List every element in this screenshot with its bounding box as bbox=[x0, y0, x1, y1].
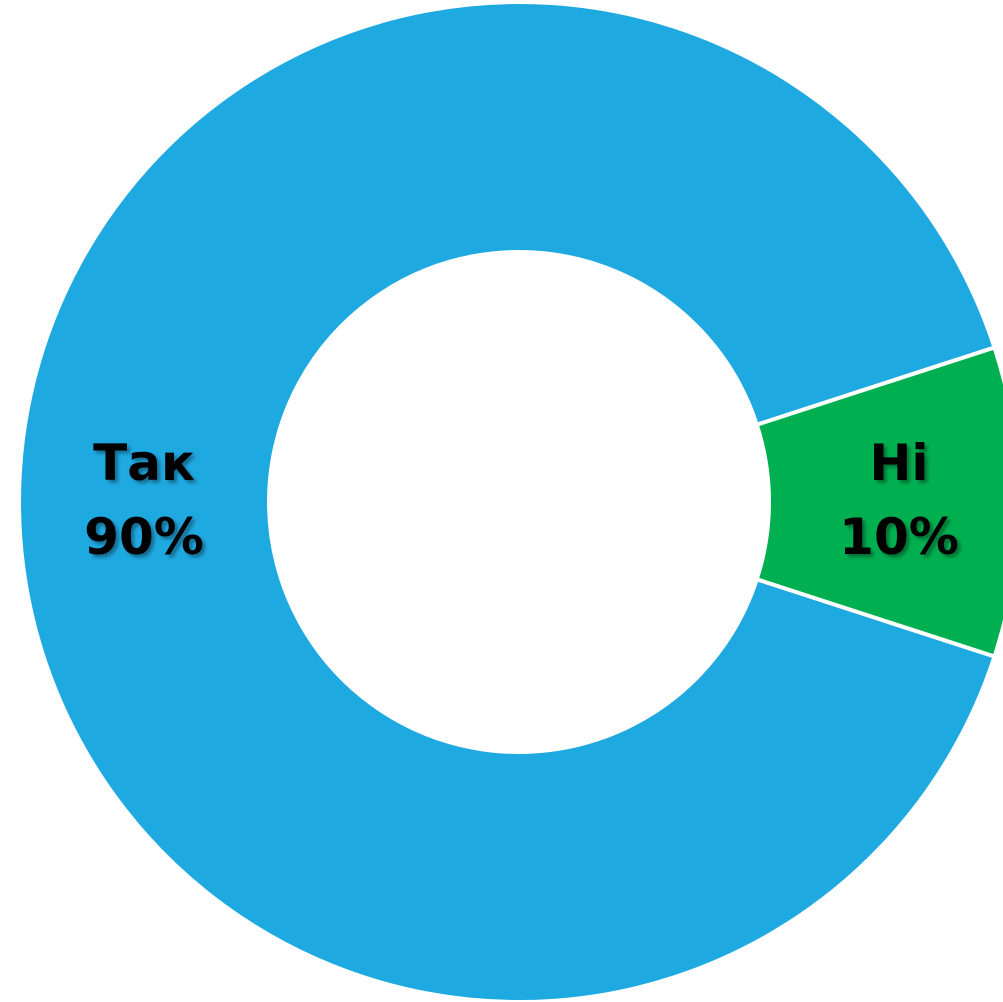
donut-slices bbox=[16, 0, 1003, 1002]
slice-labels: Так 90% Ні 10% bbox=[84, 434, 959, 566]
slice-tak bbox=[16, 0, 998, 1002]
slice-value-label: 90% bbox=[84, 508, 204, 566]
slice-ni bbox=[754, 344, 1003, 660]
slice-category-label: Ні bbox=[870, 434, 929, 492]
slice-value-label: 10% bbox=[839, 508, 959, 566]
slice-label-ni: Ні 10% bbox=[839, 434, 959, 566]
slice-label-tak: Так 90% bbox=[84, 434, 204, 566]
slice-category-label: Так bbox=[93, 434, 195, 492]
